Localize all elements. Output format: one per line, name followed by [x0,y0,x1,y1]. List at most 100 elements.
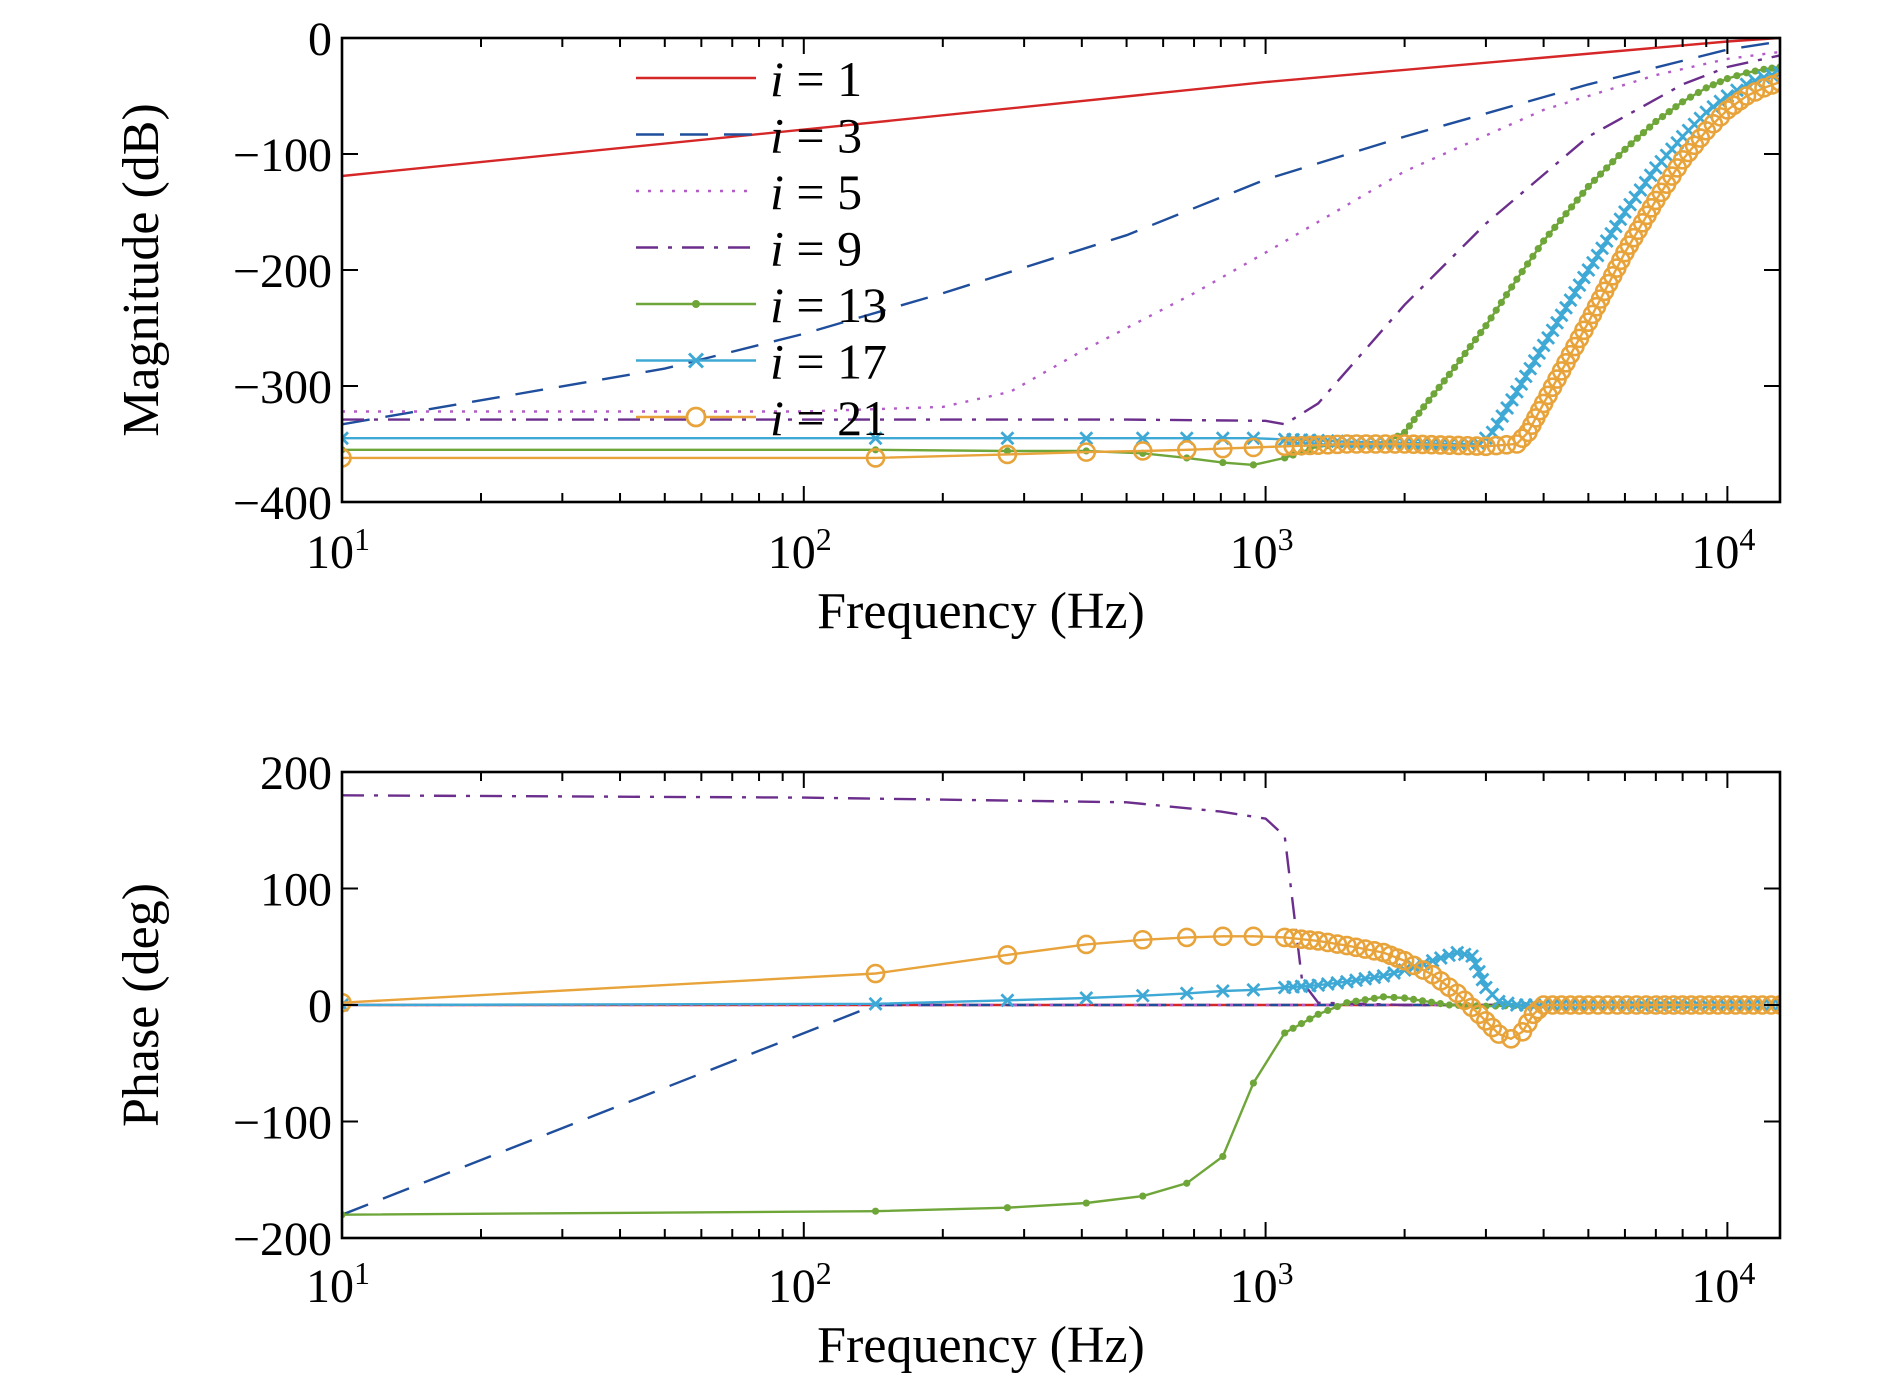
series-5-point-61 [1623,197,1638,212]
series-4-point-16 [1352,997,1360,1005]
series-group [342,36,1780,469]
series-4-point-57 [1584,182,1592,191]
series-4-point-79 [1733,72,1741,80]
series-5-point-3 [1079,991,1094,1005]
series-5-point-48 [1563,293,1578,308]
series-4-point-55 [1573,196,1581,204]
series-6-point-0 [342,448,352,468]
series-line-3 [342,794,1780,1007]
series-4-point-49 [1540,237,1548,245]
series-4-point-75 [1702,84,1710,92]
series-6-point-22 [1394,950,1415,971]
series-4-point-44 [1513,275,1521,283]
series-5-point-45 [1550,315,1565,330]
y-tick-label-3: −300 [233,361,332,414]
series-4-point-18 [1370,994,1378,1002]
x-axis-label: Frequency (Hz) [817,1317,1145,1374]
series-5-point-1 [868,431,883,446]
series-6-point-14 [1327,434,1348,455]
series-6-point-30 [1476,436,1496,457]
series-6-point-44 [1569,995,1590,1015]
series-5-point-4 [1135,988,1150,1003]
series-6-point-18 [1365,434,1386,454]
axes-frame [340,36,1782,504]
series-4-point-6 [1219,1152,1227,1161]
series-5-point-50 [1572,278,1587,293]
series-6-point-34 [1489,1024,1509,1044]
series-6-point-14 [1327,934,1348,954]
series-4-point-30 [1440,377,1448,385]
series-4-point-31 [1445,370,1453,378]
series-4-point-7 [1249,461,1257,469]
series-6-point-3 [1076,934,1097,955]
series-4-point-62 [1615,151,1623,160]
series-5-point-59 [1613,212,1628,227]
series-5-point-66 [1773,998,1780,1012]
series-line-5 [342,71,1780,446]
legend-marker-5 [687,352,705,369]
series-6-point-13 [1317,434,1338,455]
series-4-point-68 [1652,117,1660,126]
series-4-point-50 [1545,230,1553,238]
series-4-point-52 [1556,216,1564,225]
series-4-point-14 [1333,1002,1341,1011]
series-line-6 [342,935,1780,1041]
series-4-point-7 [1249,1079,1257,1087]
series-6-point-76 [1710,107,1731,127]
series-4-point-56 [1579,189,1587,197]
legend-label-2: i = 5 [770,164,862,220]
series-4-point-61 [1609,158,1617,166]
series-4-point-39 [1487,314,1495,322]
series-6-point-17 [1356,434,1376,454]
y-tick-label-4: −400 [233,477,332,530]
y-tick-label-0: 200 [260,747,332,800]
series-5-point-43 [1541,330,1556,345]
series-4-point-9 [1289,1024,1297,1032]
series-4-point-76 [1709,81,1717,89]
series-6-point-2 [997,945,1018,965]
series-4-point-46 [1523,260,1532,268]
legend: i = 1i = 3i = 5i = 9i = 13i = 17i = 21 [636,51,887,446]
series-6-point-33 [1482,1017,1503,1038]
series-6-point-33 [1507,434,1527,454]
series-4-point-10 [1297,1020,1306,1028]
legend-label-0: i = 1 [770,51,862,107]
series-4-point-12 [1314,1010,1322,1018]
series-6-point-51 [1636,995,1657,1015]
series-6-point-12 [1308,435,1329,455]
series-4-point-74 [1694,88,1702,97]
series-4-point-83 [1768,64,1776,72]
series-line-3 [342,54,1780,426]
series-6-point-1 [865,448,886,468]
series-4-point-26 [1445,1001,1453,1009]
series-5-point-40 [1527,353,1542,368]
series-5-point-39 [1523,361,1538,376]
series-group [342,794,1780,1219]
series-4-point-63 [1621,145,1629,153]
series-4-point-21 [1401,994,1409,1002]
series-4-point-58 [1590,176,1599,184]
series-4-point-25 [1436,1000,1445,1008]
y-axis-label: Magnitude (dB) [113,103,170,437]
series-4-point-48 [1534,245,1542,253]
series-4-point-23 [1405,422,1413,430]
series-4-point-2 [1003,447,1012,455]
y-tick-label-2: 0 [308,980,332,1033]
series-line-1 [342,1003,1780,1216]
x-tick-label-3: 104 [1691,521,1755,579]
x-tick-label-2: 103 [1230,521,1294,579]
series-4-point-54 [1567,203,1576,211]
series-5-point-2 [1000,431,1015,446]
legend-label-5: i = 17 [770,334,887,390]
x-tick-label-1: 102 [768,1255,832,1313]
series-4-point-41 [1497,298,1505,307]
x-axis-label: Frequency (Hz) [817,583,1145,640]
series-5-point-26 [1442,948,1457,963]
series-5-point-19 [1376,968,1391,983]
series-4-point-73 [1686,93,1695,101]
series-6-point-50 [1626,995,1647,1015]
series-5-point-56 [1599,234,1614,248]
series-4-point-66 [1639,129,1648,137]
series-5-point-65 [1643,168,1658,183]
